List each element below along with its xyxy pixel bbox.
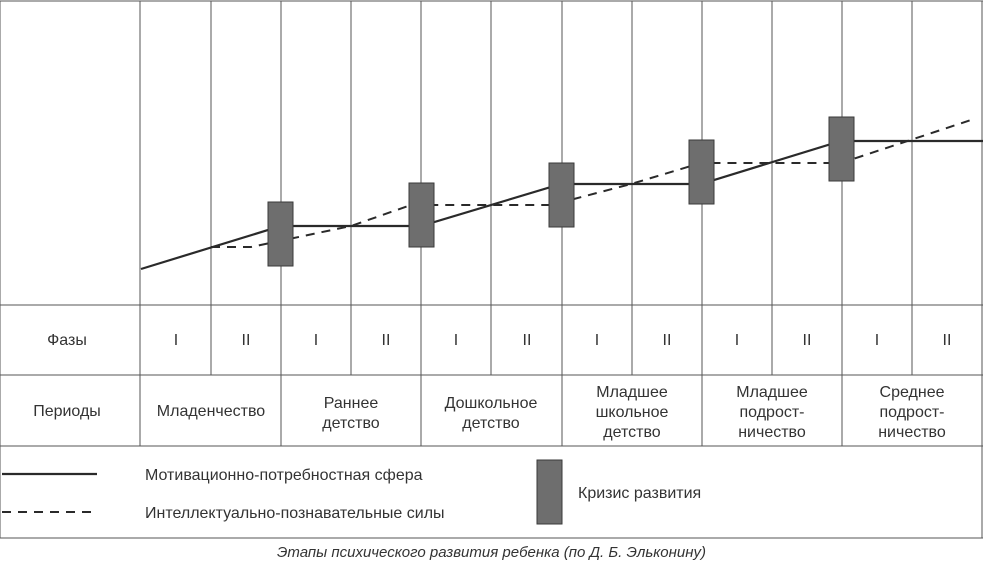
intellectual-forces-path	[211, 119, 972, 248]
phase-label: I	[595, 332, 599, 349]
phase-labels: I II I II I II I II I II I II	[174, 332, 952, 349]
crisis-box	[688, 139, 715, 205]
period-labels: Младенчество Раннее детство Дошкольное д…	[157, 384, 946, 441]
period-label: Младенчество	[157, 403, 266, 420]
period-label: Раннее	[324, 395, 379, 412]
period-label: школьное	[596, 404, 669, 421]
period-label: детство	[322, 415, 380, 432]
phase-label: I	[735, 332, 739, 349]
period-label: подрост-	[880, 404, 945, 421]
phase-label: II	[803, 332, 812, 349]
legend: Мотивационно-потребностная сфера Интелле…	[2, 459, 701, 525]
phase-label: II	[943, 332, 952, 349]
crisis-boxes	[267, 116, 855, 267]
period-label: Среднее	[880, 384, 945, 401]
period-label: детство	[603, 424, 661, 441]
phase-label: II	[382, 332, 391, 349]
period-label: Младшее	[596, 384, 668, 401]
phase-label: I	[174, 332, 178, 349]
legend-crisis-label: Кризис развития	[578, 485, 701, 502]
period-label: ничество	[878, 424, 946, 441]
period-label: подрост-	[740, 404, 805, 421]
period-label: Дошкольное	[445, 395, 538, 412]
phase-label: II	[523, 332, 532, 349]
period-label: детство	[462, 415, 520, 432]
phase-label: II	[242, 332, 251, 349]
period-label: ничество	[738, 424, 806, 441]
phase-label: I	[875, 332, 879, 349]
phase-label: I	[454, 332, 458, 349]
crisis-box	[828, 116, 855, 182]
legend-motivational-label: Мотивационно-потребностная сфера	[145, 467, 423, 484]
phase-label: II	[663, 332, 672, 349]
legend-crisis-swatch	[536, 459, 563, 525]
figure-caption: Этапы психического развития ребенка (по …	[276, 544, 707, 561]
legend-intellectual-label: Интеллектуально-познавательные силы	[145, 505, 445, 522]
diagram-grid	[0, 0, 983, 539]
phases-label: Фазы	[47, 332, 87, 349]
period-label: Младшее	[736, 384, 808, 401]
periods-label: Периоды	[33, 403, 101, 420]
crisis-box	[267, 201, 294, 267]
crisis-box	[408, 182, 435, 248]
crisis-box	[548, 162, 575, 228]
phase-label: I	[314, 332, 318, 349]
intellectual-forces-line	[211, 119, 972, 248]
